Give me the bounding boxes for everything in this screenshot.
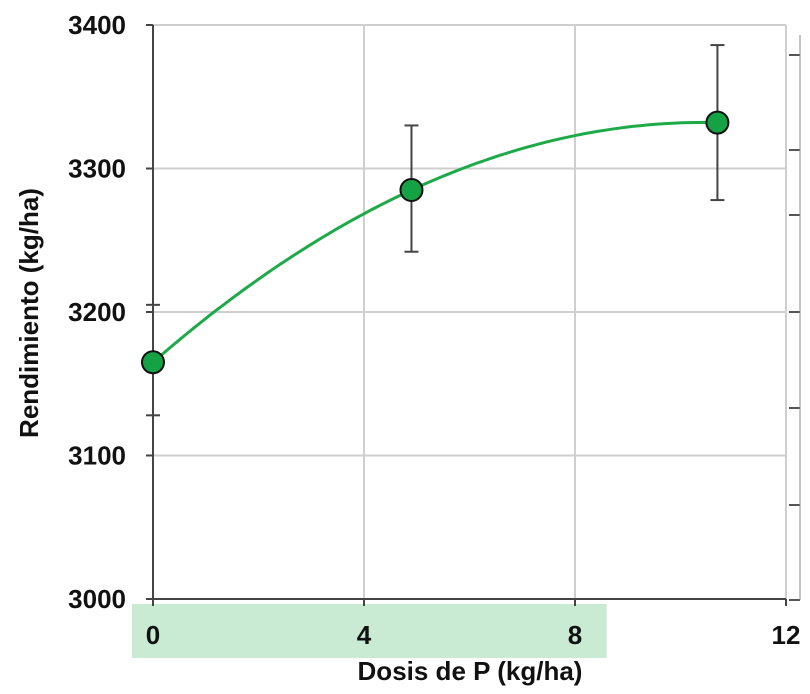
x-tick-label: 12 — [772, 620, 801, 650]
y-axis-title: Rendimiento (kg/ha) — [14, 188, 44, 438]
y-tick-label: 3300 — [68, 154, 126, 184]
data-point — [399, 178, 424, 203]
x-tick-label: 4 — [357, 620, 372, 650]
data-points — [141, 110, 730, 375]
x-tick-label: 8 — [568, 620, 582, 650]
y-tick-label: 3100 — [68, 441, 126, 471]
x-highlight-band — [131, 604, 607, 658]
x-tick-labels: 0 4 8 12 — [146, 620, 801, 650]
x-tick-label: 0 — [146, 620, 160, 650]
error-bars — [146, 44, 725, 417]
data-point — [705, 110, 730, 135]
x-axis-title: Dosis de P (kg/ha) — [358, 656, 583, 686]
y-tick-labels: 3000 3100 3200 3300 3400 — [68, 10, 126, 614]
fit-curve — [152, 120, 718, 364]
y-tick-label: 3200 — [68, 297, 126, 327]
data-point — [141, 350, 165, 375]
right-axis-ticks — [789, 35, 801, 601]
axes — [146, 24, 787, 606]
grid — [153, 24, 787, 599]
y-tick-label: 3400 — [68, 10, 126, 40]
y-tick-label: 3000 — [68, 584, 126, 614]
